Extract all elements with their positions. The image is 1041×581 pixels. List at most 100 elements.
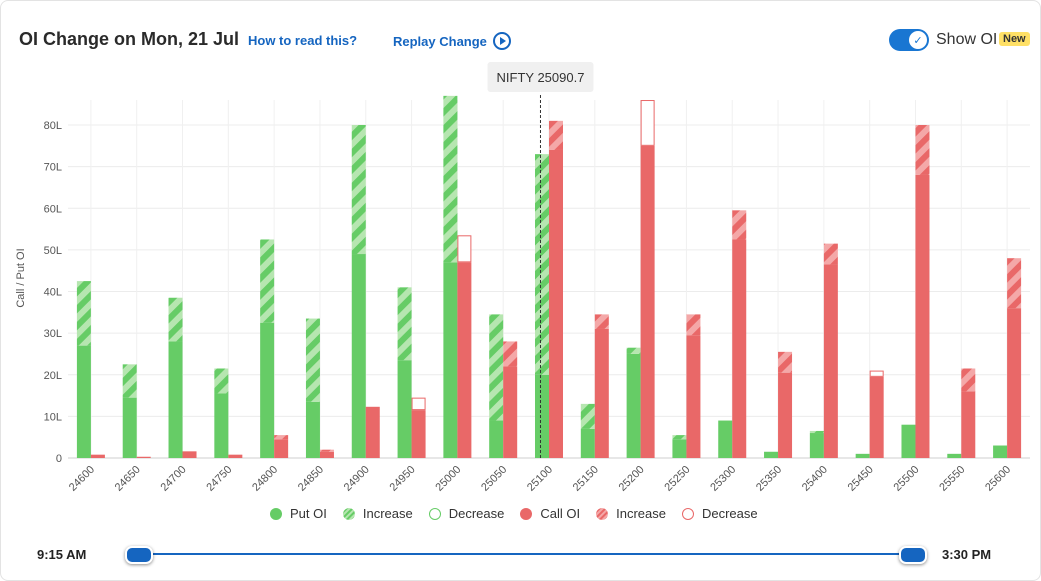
put-increase-bar <box>351 125 366 255</box>
x-tick-label: 25050 <box>479 464 509 494</box>
call-increase-bar <box>319 449 334 452</box>
x-tick-label: 25350 <box>754 464 784 494</box>
put-oi-bar <box>718 420 733 458</box>
x-tick-label: 24900 <box>342 464 372 494</box>
put-oi-bar <box>672 439 687 458</box>
play-circle-icon <box>492 32 511 50</box>
put-increase-bar <box>626 347 641 354</box>
x-tick-label: 25500 <box>891 464 921 494</box>
x-tick-label: 25150 <box>571 464 601 494</box>
call-increase-swatch-icon <box>596 507 609 520</box>
legend-put-increase[interactable]: Increase <box>342 506 413 521</box>
x-tick-label: 25550 <box>937 464 967 494</box>
y-axis-label: Call / Put OI <box>15 248 27 307</box>
how-to-read-link[interactable]: How to read this? <box>248 33 358 48</box>
put-increase-bar <box>580 403 595 429</box>
replay-change-button[interactable]: Replay Change <box>393 32 511 50</box>
legend-put-decrease-label: Decrease <box>448 506 505 521</box>
call-oi-swatch-icon <box>520 507 533 520</box>
call-oi-bar <box>319 451 334 458</box>
put-oi-bar <box>122 397 137 458</box>
x-tick-label: 25100 <box>525 464 555 494</box>
put-oi-bar <box>855 453 870 458</box>
put-increase-bar <box>809 430 824 434</box>
call-oi-bar <box>778 372 793 458</box>
legend-call-increase[interactable]: Increase <box>596 506 666 521</box>
call-oi-bar <box>640 145 655 458</box>
put-oi-bar <box>993 445 1008 458</box>
call-decrease-bar <box>640 100 655 146</box>
call-oi-bar <box>503 366 518 458</box>
legend-put-decrease[interactable]: Decrease <box>428 506 505 521</box>
call-oi-bar <box>732 239 747 458</box>
call-oi-bar <box>274 439 289 458</box>
put-oi-bar <box>764 451 779 458</box>
put-increase-bar <box>489 314 504 421</box>
legend-put-oi-label: Put OI <box>290 506 327 521</box>
replay-change-label: Replay Change <box>393 33 487 49</box>
call-oi-bar <box>182 451 197 458</box>
put-decrease-swatch-icon <box>428 507 441 520</box>
y-tick-label: 10L <box>44 411 62 423</box>
time-start-handle[interactable] <box>125 546 153 564</box>
y-tick-label: 30L <box>44 328 62 340</box>
call-oi-bar <box>90 454 105 458</box>
time-end-label: 3:30 PM <box>942 547 992 562</box>
call-oi-bar <box>1007 308 1022 458</box>
put-increase-swatch-icon <box>342 507 355 520</box>
x-tick-label: 25600 <box>983 464 1013 494</box>
call-increase-bar <box>732 210 747 240</box>
call-oi-bar <box>869 376 884 458</box>
call-oi-bar <box>457 262 472 458</box>
y-tick-label: 20L <box>44 370 62 382</box>
call-oi-bar <box>411 410 426 458</box>
put-oi-bar <box>901 424 916 458</box>
call-oi-bar <box>228 454 243 458</box>
call-decrease-bar <box>869 370 884 377</box>
call-oi-bar <box>823 264 838 458</box>
call-increase-bar <box>549 120 563 150</box>
put-oi-bar <box>214 393 229 458</box>
time-end-handle[interactable] <box>899 546 927 564</box>
x-tick-label: 24800 <box>250 464 280 494</box>
show-oi-label: Show OI <box>936 31 998 48</box>
x-tick-label: 24650 <box>113 464 143 494</box>
y-tick-label: 60L <box>44 203 62 215</box>
call-increase-bar <box>686 314 701 336</box>
legend-put-increase-label: Increase <box>362 506 413 521</box>
show-oi-toggle[interactable]: ✓ <box>889 29 929 51</box>
x-tick-label: 25400 <box>800 464 830 494</box>
put-oi-bar <box>535 374 549 458</box>
y-tick-label: 0 <box>56 453 62 465</box>
y-tick-label: 40L <box>44 287 62 299</box>
legend-call-oi[interactable]: Call OI <box>520 506 580 521</box>
call-oi-bar <box>915 174 930 458</box>
call-decrease-swatch-icon <box>681 507 694 520</box>
chart-legend: Put OI Increase Decrease Call OI Increas… <box>270 506 774 521</box>
call-increase-bar <box>1007 258 1022 309</box>
call-increase-bar <box>503 341 518 367</box>
legend-call-increase-label: Increase <box>616 506 666 521</box>
put-increase-bar <box>397 287 412 361</box>
x-tick-label: 24950 <box>388 464 418 494</box>
call-increase-bar <box>823 243 838 265</box>
call-oi-bar <box>365 406 380 458</box>
put-oi-bar <box>580 428 595 458</box>
call-increase-bar <box>915 125 930 175</box>
call-increase-bar <box>274 435 289 440</box>
x-tick-label: 24700 <box>159 464 189 494</box>
call-increase-bar <box>594 314 609 329</box>
put-increase-bar <box>76 281 91 346</box>
call-decrease-bar <box>457 235 472 263</box>
spot-price-box <box>487 62 594 92</box>
time-range-track[interactable] <box>138 553 912 555</box>
put-increase-bar <box>122 364 137 398</box>
checkmark-icon: ✓ <box>909 31 927 49</box>
call-oi-bar <box>594 328 609 458</box>
call-oi-bar <box>961 391 976 458</box>
put-oi-bar <box>168 341 183 458</box>
legend-call-decrease[interactable]: Decrease <box>681 506 758 521</box>
legend-put-oi[interactable]: Put OI <box>270 506 327 521</box>
put-oi-bar <box>809 433 824 458</box>
